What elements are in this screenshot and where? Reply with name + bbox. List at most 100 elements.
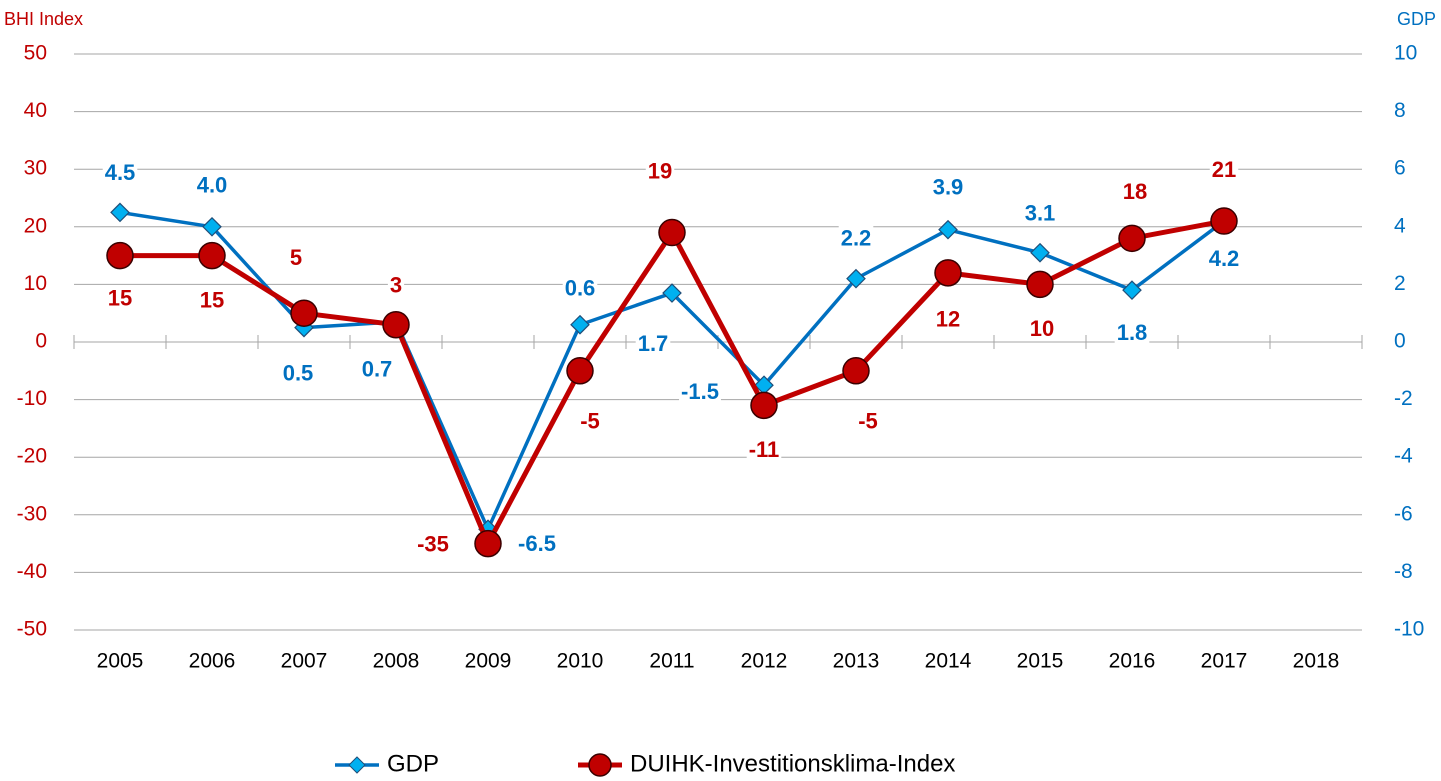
data-label-bg [1027,316,1057,342]
data-label-bg [197,287,227,313]
x-tick-label: 2015 [1017,650,1064,673]
circle-marker [382,310,410,339]
circle-marker [290,299,318,327]
y2-tick-label: 0 [1394,330,1406,353]
diamond-marker [1030,242,1050,263]
data-label-bg [679,379,721,405]
data-label: 3.1 [1025,201,1056,226]
x-tick-label: 2016 [1109,650,1156,673]
y2-tick-label: -4 [1394,445,1413,468]
data-label-bg [415,531,451,557]
diamond-marker [938,219,958,240]
data-label-group: -5 [856,408,880,434]
data-label-group: -5 [578,408,602,434]
legend-marker [588,753,612,777]
data-label: 0.5 [283,360,314,385]
data-label-group: 0.5 [280,360,316,386]
x-tick-label: 2006 [189,650,236,673]
diamond-marker [570,314,590,335]
data-label-group: 15 [105,285,135,311]
y-tick-label: 10 [24,272,47,295]
data-label-bg [562,275,598,301]
data-label-group: 3.9 [930,174,966,200]
circle-marker [1118,224,1146,253]
data-label-bg [1120,179,1150,205]
x-tick-label: 2010 [557,650,604,673]
data-label-bg [746,437,782,463]
data-label-group: 0.6 [562,275,598,301]
data-label: 10 [1030,316,1054,341]
data-label-bg [838,225,874,251]
y2-tick-label: 10 [1394,42,1417,65]
y2-tick-label: -10 [1394,618,1424,641]
data-label: 21 [1212,157,1236,182]
data-label-bg [933,306,963,332]
data-label-group: -6.5 [516,531,558,557]
data-label-group: 0.7 [359,356,395,382]
data-label: 3.9 [933,174,964,199]
x-tick-label: 2017 [1201,650,1248,673]
circle-marker [566,357,594,385]
diamond-marker [846,268,866,289]
data-label-group: 1.8 [1114,319,1150,345]
data-label-bg [194,172,230,198]
data-label-bg [578,408,602,434]
data-label: -35 [417,531,449,556]
data-label-group: 10 [1027,316,1057,342]
diamond-marker [662,283,682,303]
data-label: 12 [936,307,960,332]
data-label-group: 5 [287,245,305,271]
data-label: 1.8 [1117,320,1148,345]
x-tick-label: 2018 [1293,650,1340,673]
data-label-group: 4.0 [194,172,230,198]
y2-tick-label: -8 [1394,560,1413,583]
data-label-group: -35 [415,531,451,557]
data-label: 4.2 [1209,246,1240,271]
data-label-group: 4.5 [102,160,138,186]
data-label: 15 [108,285,132,310]
data-label: 5 [290,245,302,270]
y-tick-label: 0 [35,330,47,353]
data-label-bg [930,174,966,200]
x-tick-label: 2014 [925,650,972,673]
data-label-bg [280,360,316,386]
data-label-bg [359,356,395,382]
circle-marker [842,357,870,385]
y-tick-label: 50 [24,42,47,65]
diamond-marker [110,202,130,223]
data-label: 4.0 [197,173,228,198]
x-tick-label: 2007 [281,650,328,673]
x-tick-label: 2008 [373,650,420,673]
data-label-group: 12 [933,306,963,332]
data-label: 0.7 [362,357,393,382]
x-tick-label: 2012 [741,650,788,673]
y2-tick-label: -2 [1394,387,1413,410]
legend-marker [348,756,366,774]
data-label-group: 4.2 [1206,245,1242,271]
data-label: 0.6 [565,276,596,301]
circle-marker [1210,207,1238,235]
legend-label: DUIHK-Investitionsklima-Index [630,750,955,777]
circle-marker [198,241,226,270]
y-tick-label: -20 [17,445,47,468]
y-tick-label: 20 [24,214,47,237]
data-label-bg [645,158,675,184]
data-label: 3 [390,273,402,298]
diamond-marker [1122,280,1142,301]
data-label: 4.5 [105,160,136,185]
data-label-bg [516,531,558,557]
x-tick-label: 2005 [97,650,144,673]
y2-tick-label: 4 [1394,214,1406,237]
circle-marker [750,391,778,420]
data-label: 19 [648,158,672,183]
y-tick-label: -10 [17,387,47,410]
circle-marker [658,218,686,247]
y2-axis-title: GDP [1397,9,1436,29]
y-tick-label: 30 [24,157,47,180]
data-label-group: 3 [387,272,405,298]
data-label-bg [105,285,135,311]
data-label: 18 [1123,179,1147,204]
data-label-group: -1.5 [679,379,721,405]
data-label-bg [102,160,138,186]
y-tick-label: -40 [17,560,47,583]
